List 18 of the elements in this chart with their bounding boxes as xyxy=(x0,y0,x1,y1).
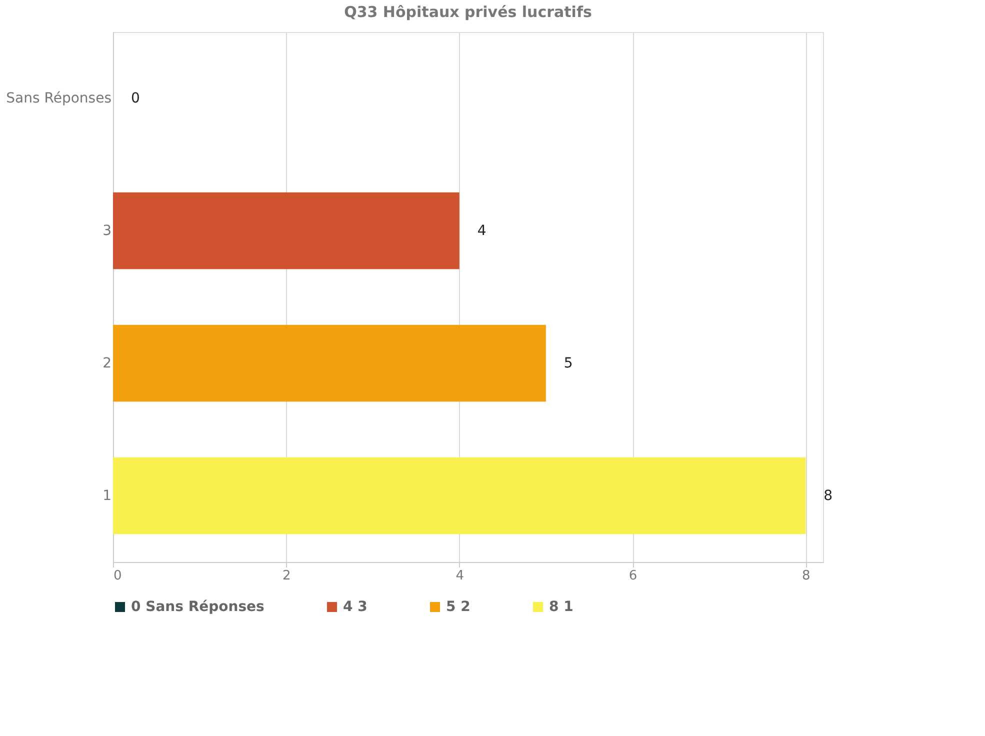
chart-title: Q33 Hôpitaux privés lucratifs xyxy=(344,3,592,21)
data-label: 0 xyxy=(131,90,140,106)
y-tick-label: 3 xyxy=(102,222,112,239)
x-tick-label: 0 xyxy=(114,568,122,584)
legend-label: 5 2 xyxy=(446,599,470,615)
legend-label: 4 3 xyxy=(343,599,368,615)
legend-label: 8 1 xyxy=(549,599,574,615)
data-label: 4 xyxy=(477,222,486,239)
data-label: 8 xyxy=(824,488,833,504)
y-tick-label: Sans Réponses xyxy=(6,90,112,106)
x-tick-label: 6 xyxy=(628,568,638,584)
x-tick-label: 8 xyxy=(802,568,810,584)
data-label: 5 xyxy=(564,355,573,372)
y-tick-label: 1 xyxy=(102,488,112,504)
x-tick-label: 2 xyxy=(282,568,291,584)
legend-label: 0 Sans Réponses xyxy=(131,599,264,615)
y-tick-label: 2 xyxy=(102,355,112,372)
x-tick-label: 4 xyxy=(456,568,464,584)
